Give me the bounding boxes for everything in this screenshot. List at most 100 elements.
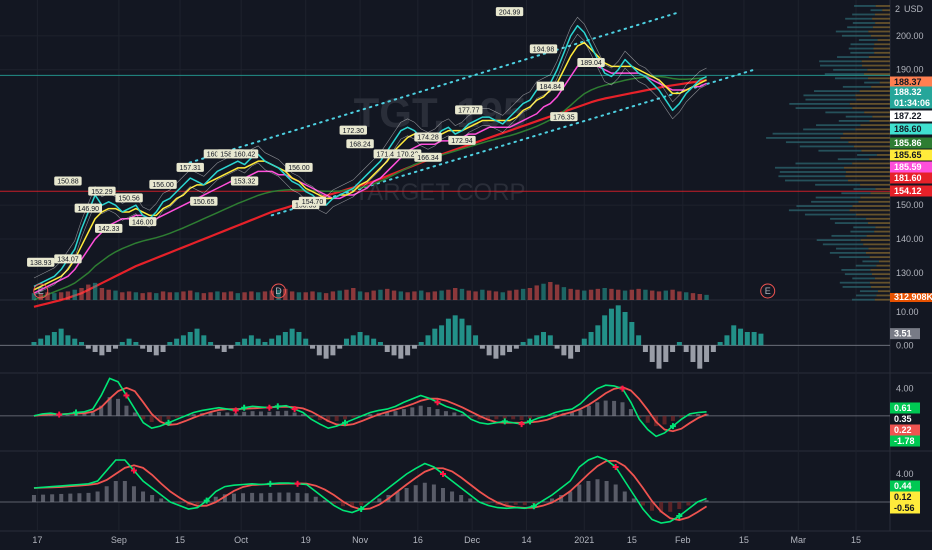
oscillator-value-tag: 0.61	[890, 402, 920, 414]
annotation-label: 150.88	[57, 179, 79, 186]
histogram-bar	[79, 342, 85, 346]
volume-bar	[439, 290, 444, 300]
oscillator-value-tag: 0.44	[890, 480, 920, 492]
oscillator-value-tag: 0.22	[890, 424, 920, 436]
annotation-label: 166.34	[417, 155, 439, 162]
volume-profile-bar	[852, 162, 890, 165]
oscillator-histogram-bar	[343, 415, 348, 420]
annotation-box	[95, 223, 123, 233]
volume-profile-bar	[796, 205, 853, 207]
trend-channel-line	[270, 68, 756, 217]
volume-bar	[337, 290, 342, 300]
volume-profile-bar	[839, 281, 870, 284]
volume-bar	[398, 291, 404, 300]
date-tick-label: 15	[627, 535, 637, 545]
volume-profile-bar	[845, 175, 890, 178]
oscillator-histogram-bar	[277, 492, 282, 502]
histogram-bar	[58, 328, 64, 346]
oscillator-histogram-bar	[668, 502, 673, 512]
histogram-bar	[479, 345, 485, 349]
annotation-label: 150.56	[118, 196, 140, 203]
histogram-bar	[194, 328, 200, 346]
oscillator-histogram-bar	[242, 411, 247, 416]
histogram-bar	[738, 328, 744, 346]
volume-profile-bar	[825, 111, 865, 114]
oscillator-histogram-bar	[686, 502, 691, 506]
histogram-bar	[208, 342, 214, 346]
volume-profile-bar	[830, 217, 867, 220]
price-tick-label: 190.00	[896, 65, 924, 75]
histogram-bar	[520, 342, 526, 346]
oscillator-histogram-bar	[86, 492, 91, 502]
volume-bar	[181, 291, 186, 300]
volume-bar	[167, 292, 173, 300]
trend-channel	[182, 11, 756, 217]
oscillator-histogram-bar	[350, 502, 355, 508]
volume-bar	[534, 285, 539, 300]
annotation-label: 134.07	[57, 257, 79, 264]
oscillator-histogram-bar	[550, 498, 555, 502]
volume-bar	[310, 291, 315, 300]
price-annotation: 204.99	[495, 7, 524, 16]
date-tick-label: 19	[301, 535, 311, 545]
histogram-bar	[622, 312, 628, 346]
tag-bg	[890, 402, 920, 414]
histogram-bar	[323, 345, 329, 359]
oscillator-histogram-bar	[586, 405, 591, 416]
volume-bar	[255, 292, 261, 300]
histogram-bar	[65, 335, 71, 346]
histogram-bar	[350, 335, 356, 346]
volume-bar	[160, 291, 166, 300]
volume-bar	[527, 288, 533, 300]
tag-label: 3.51	[894, 329, 912, 339]
price-tag: 185.86	[890, 137, 932, 149]
histogram-bar	[330, 345, 336, 356]
price-annotation: 172.94	[448, 135, 476, 145]
histogram-bar	[581, 338, 587, 346]
histogram-bar	[112, 345, 118, 349]
histogram-bar	[473, 335, 479, 346]
volume-bar	[357, 291, 363, 300]
volume-profile-bar	[855, 264, 877, 267]
annotation-box	[74, 203, 103, 213]
date-axis[interactable]: 17 Sep 15 Oct 19 Nov 16 Dec 14 2021 15 Feb 15 Mar 15	[32, 535, 861, 545]
tag-bg	[890, 413, 920, 425]
oscillator-histogram-bar	[65, 414, 70, 416]
volume-bar	[697, 294, 702, 300]
price-tag: 185.59	[890, 161, 932, 173]
volume-profile-bar	[864, 111, 890, 114]
oscillator-histogram-bar	[141, 491, 146, 502]
volume-profile-bar	[795, 107, 853, 110]
histogram-bar	[411, 345, 417, 349]
histogram-bar	[364, 335, 370, 346]
volume-profile-bar	[853, 145, 890, 148]
volume-profile-bar	[816, 124, 861, 127]
volume-profile-bar	[874, 43, 890, 46]
volume-bar	[507, 290, 512, 300]
earnings-marker: E	[33, 283, 49, 299]
histogram-bar	[99, 345, 105, 356]
volume-profile-bar	[863, 243, 890, 246]
histogram-bar	[92, 345, 98, 352]
volume-profile-bar	[849, 102, 890, 105]
histogram-bar	[371, 338, 377, 346]
histogram-bar	[418, 342, 424, 346]
oscillator-histogram-bar	[504, 502, 509, 506]
histogram-bar	[221, 345, 227, 352]
tag-bg	[890, 491, 920, 503]
volume-profile-bar	[877, 39, 890, 41]
histogram-bar	[507, 345, 513, 352]
annotation-box	[230, 149, 259, 159]
histogram-bar	[377, 342, 383, 346]
price-tag-label: 188.37	[894, 77, 922, 87]
volume-profile-bar	[860, 196, 890, 199]
tag-label: -1.78	[894, 436, 915, 446]
oscillator-histogram-bar	[628, 409, 633, 416]
volume-bar	[548, 282, 553, 300]
price-annotation: 157.31	[176, 162, 204, 172]
volume-bar	[242, 292, 247, 300]
oscillator-histogram-bar	[104, 486, 109, 502]
volume-profile-bar	[837, 56, 869, 58]
histogram-bar	[228, 345, 234, 349]
oscillator-histogram-bar	[107, 397, 112, 416]
